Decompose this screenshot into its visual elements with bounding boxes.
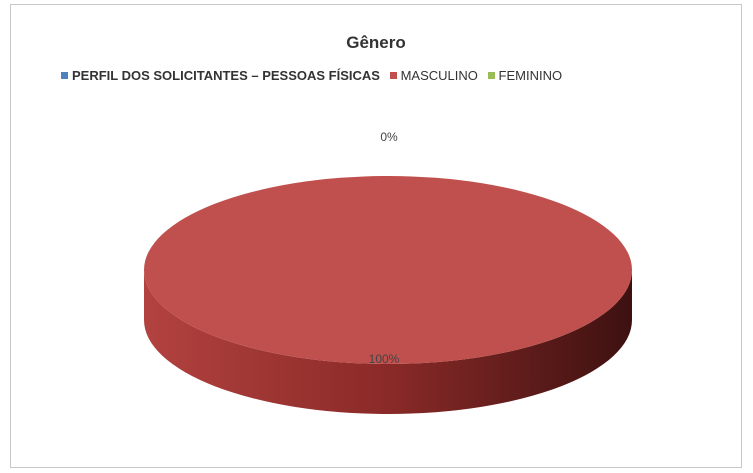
legend-swatch-perfil: [61, 72, 68, 79]
chart-title: Gênero: [346, 33, 406, 52]
legend-label-feminino: FEMININO: [498, 68, 563, 83]
legend-item-perfil: PERFIL DOS SOLICITANTES – PESSOAS FÍSICA…: [61, 68, 380, 83]
pie-slice-masculino: [144, 176, 632, 364]
pie-slice-side: [144, 270, 632, 414]
data-label-masculino: 100%: [369, 352, 400, 366]
legend-item-masculino: MASCULINO: [389, 68, 478, 83]
pie-chart: 0% 100%: [144, 130, 632, 414]
legend-swatch-masculino: [389, 72, 397, 79]
data-label-zero: 0%: [380, 130, 398, 144]
legend-label-masculino: MASCULINO: [400, 68, 478, 83]
legend-item-feminino: FEMININO: [487, 68, 563, 83]
legend-label-perfil: PERFIL DOS SOLICITANTES – PESSOAS FÍSICA…: [72, 68, 380, 83]
chart-area: Gênero PERFIL DOS SOLICITANTES – PESSOAS…: [10, 4, 742, 468]
chart-legend: PERFIL DOS SOLICITANTES – PESSOAS FÍSICA…: [61, 68, 568, 88]
legend-swatch-feminino: [487, 72, 495, 79]
